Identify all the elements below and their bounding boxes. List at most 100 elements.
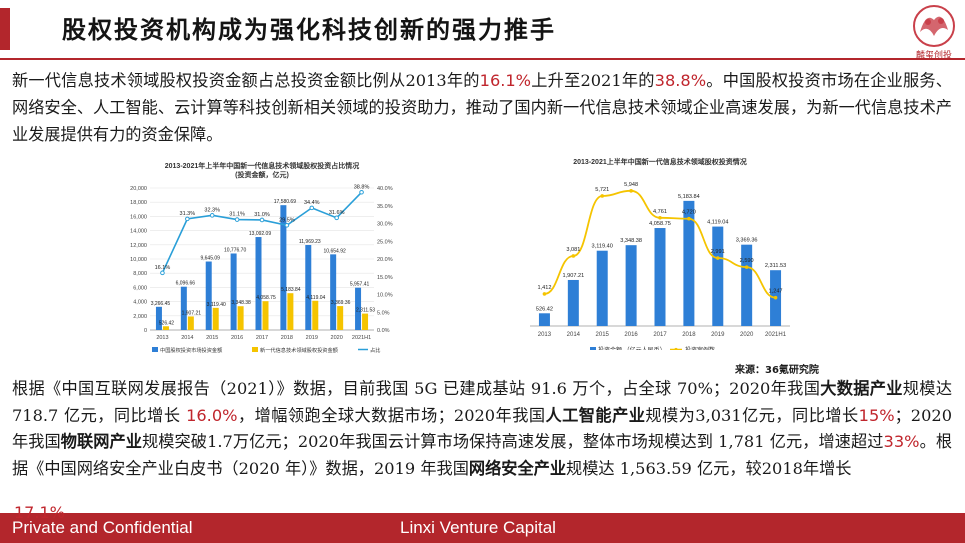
bold-term: 大数据产业 <box>820 379 903 398</box>
share-label: 31.3% <box>180 211 196 217</box>
deals-point <box>715 256 720 260</box>
deals-label: 2,991 <box>711 249 725 255</box>
y-tick-label: 16,000 <box>130 214 147 220</box>
text: 上升至2021年的 <box>531 71 655 90</box>
x-tick-label: 2019 <box>306 335 318 341</box>
legend-swatch-amount <box>590 347 596 350</box>
bar-total <box>305 245 312 330</box>
title-divider <box>0 58 965 60</box>
legend-label-amount: 投资金额 （亿元人民币） <box>598 346 666 350</box>
intro-paragraph: 新一代信息技术领域股权投资金额占总投资金额比例从2013年的16.1%上升至20… <box>12 67 952 148</box>
y2-tick-label: 10.0% <box>377 293 393 299</box>
chart-title: 2013-2021上半年中国新一代信息技术领域股权投资情况 <box>573 157 746 166</box>
bar-label: 5,957.41 <box>350 282 370 288</box>
y2-tick-label: 20.0% <box>377 257 393 263</box>
bar-total <box>230 253 237 330</box>
x-tick-label: 2015 <box>596 332 610 338</box>
share-label: 31.1% <box>229 212 245 218</box>
bar-label: 3,119.40 <box>592 244 613 250</box>
bar-total <box>255 237 262 330</box>
share-point <box>309 205 315 211</box>
deals-point <box>600 194 605 198</box>
x-tick-label: 2018 <box>281 335 293 341</box>
text: 根据《中国互联网发展报告（2021）》数据，目前我国 5G 已建成基站 91.6… <box>12 379 821 398</box>
legend-swatch-total <box>152 347 158 352</box>
bold-term: 物联网产业 <box>60 432 143 451</box>
bar-label: 3,266.45 <box>151 301 171 307</box>
bar-amount <box>596 250 608 326</box>
x-tick-label: 2021H1 <box>352 335 371 341</box>
x-tick-label: 2014 <box>567 332 581 338</box>
y-tick-label: 14,000 <box>130 229 147 235</box>
text: 新一代信息技术领域股权投资金额占总投资金额比例从2013年的 <box>12 71 480 90</box>
y-tick-label: 10,000 <box>130 257 147 263</box>
bar-it <box>337 306 344 330</box>
x-tick-label: 2016 <box>624 332 638 338</box>
x-tick-label: 2020 <box>331 335 343 341</box>
text: ；2020 年我国 <box>12 405 953 452</box>
bar-label: 3,369.36 <box>736 238 758 244</box>
share-point <box>234 217 240 222</box>
title-accent-bar <box>0 8 10 50</box>
share-label: 32.3% <box>204 207 220 213</box>
bar-label: 3,348.38 <box>620 238 642 244</box>
text: ，增幅领跑全球大数据市场；2020年我国 <box>237 405 546 425</box>
highlight-value: 33% <box>883 432 920 451</box>
x-tick-label: 2013 <box>156 335 168 341</box>
bar2-label: 526.42 <box>159 320 175 326</box>
legend-label-it: 新一代信息技术领域股权投资金额 <box>260 346 339 354</box>
bar-amount <box>538 313 550 326</box>
deals-label: 3,081 <box>566 247 580 253</box>
share-label: 31.0% <box>254 212 270 218</box>
bar-label: 5,183.84 <box>678 194 700 200</box>
bar-label: 4,058.75 <box>649 221 671 227</box>
text: 。根据《中国网络安全产业白皮书（2020 年）》数据，2019 年我国 <box>12 432 953 478</box>
footer-company: Linxi Venture Capital <box>400 518 556 537</box>
share-point <box>284 222 290 228</box>
highlight-value: 15% <box>858 405 895 425</box>
y2-tick-label: 30.0% <box>377 222 393 228</box>
deals-point <box>542 292 547 296</box>
y2-tick-label: 40.0% <box>377 186 393 192</box>
bold-term: 网络安全产业 <box>468 458 567 478</box>
share-point <box>334 215 339 221</box>
bar-label: 13,092.09 <box>249 231 271 237</box>
bar-label: 11,969.23 <box>299 239 321 245</box>
bar-it <box>187 316 194 330</box>
x-tick-label: 2019 <box>711 332 725 338</box>
deals-label: 5,721 <box>595 187 609 193</box>
bar2-label: 4,119.04 <box>306 295 325 301</box>
x-tick-label: 2020 <box>740 332 754 338</box>
bar-amount <box>625 245 637 326</box>
highlight-value: 16.1% <box>479 71 532 90</box>
x-tick-label: 2013 <box>538 332 552 338</box>
share-point <box>359 189 364 195</box>
bar-total <box>280 205 287 330</box>
legend-label-total: 中国股权投资市场投资金额 <box>160 346 223 354</box>
bar-amount <box>683 200 695 326</box>
share-label: 29.5% <box>279 217 295 223</box>
bar-amount <box>712 226 724 326</box>
bar-label: 10,776.70 <box>224 247 246 253</box>
bar-label: 10,654.92 <box>324 248 346 254</box>
bar2-label: 4,058.75 <box>256 295 276 301</box>
bar-it <box>287 293 294 330</box>
bar2-label: 1,907.21 <box>182 310 202 316</box>
deals-label: 4,761 <box>653 209 667 215</box>
highlight-value: 16.0% <box>186 405 238 425</box>
y-tick-label: 4,000 <box>133 300 147 306</box>
footer-confidential: Private and Confidential <box>12 518 193 537</box>
chart-subtitle: (投资金额，亿元) <box>235 170 289 179</box>
bar2-label: 5,183.84 <box>281 287 301 293</box>
share-label: 34.4% <box>304 200 320 206</box>
bar-total <box>205 261 212 330</box>
text: 。中国股权投资市场在企业服务、网络安全、人工智能、云计算等科技创新相关领域的投资… <box>12 71 952 144</box>
y2-tick-label: 15.0% <box>377 275 393 281</box>
chart-source: 来源：36氪研究院 <box>735 365 819 376</box>
legend-marker-deals <box>674 347 678 350</box>
bar-it <box>362 313 369 330</box>
y-tick-label: 8,000 <box>133 271 147 277</box>
chart-title: 2013-2021年上半年中国新一代信息技术领域股权投资占比情况 <box>165 161 359 170</box>
bar-it <box>237 306 244 330</box>
deals-point <box>744 265 749 269</box>
